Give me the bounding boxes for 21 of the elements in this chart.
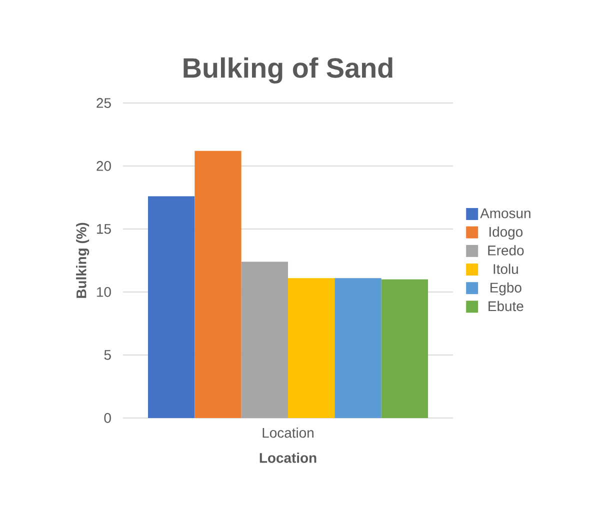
y-tick-label: 15 — [97, 224, 111, 234]
bar — [288, 278, 335, 418]
chart-title: Bulking of Sand — [184, 57, 392, 84]
legend-label: Egbo — [490, 282, 522, 296]
y-tick-label: 10 — [97, 287, 111, 297]
bar — [381, 279, 428, 418]
y-tick-label: 25 — [96, 98, 111, 108]
legend-label: Amosun — [480, 208, 530, 218]
legend-label: Idogo — [490, 226, 523, 240]
legend-label: Itolu — [494, 264, 518, 274]
y-tick-label: 0 — [104, 413, 111, 423]
y-tick-label: 20 — [96, 161, 111, 171]
bar — [241, 262, 288, 418]
legend-label: Eredo — [488, 245, 524, 256]
bar — [194, 150, 242, 418]
bar — [334, 278, 382, 418]
y-axis-title: Bulking (%) — [76, 222, 90, 298]
legend-label: Ebute — [488, 300, 524, 312]
y-tick-label: 5 — [104, 350, 111, 360]
bar — [148, 196, 195, 418]
x-axis-title: Location — [260, 452, 316, 463]
